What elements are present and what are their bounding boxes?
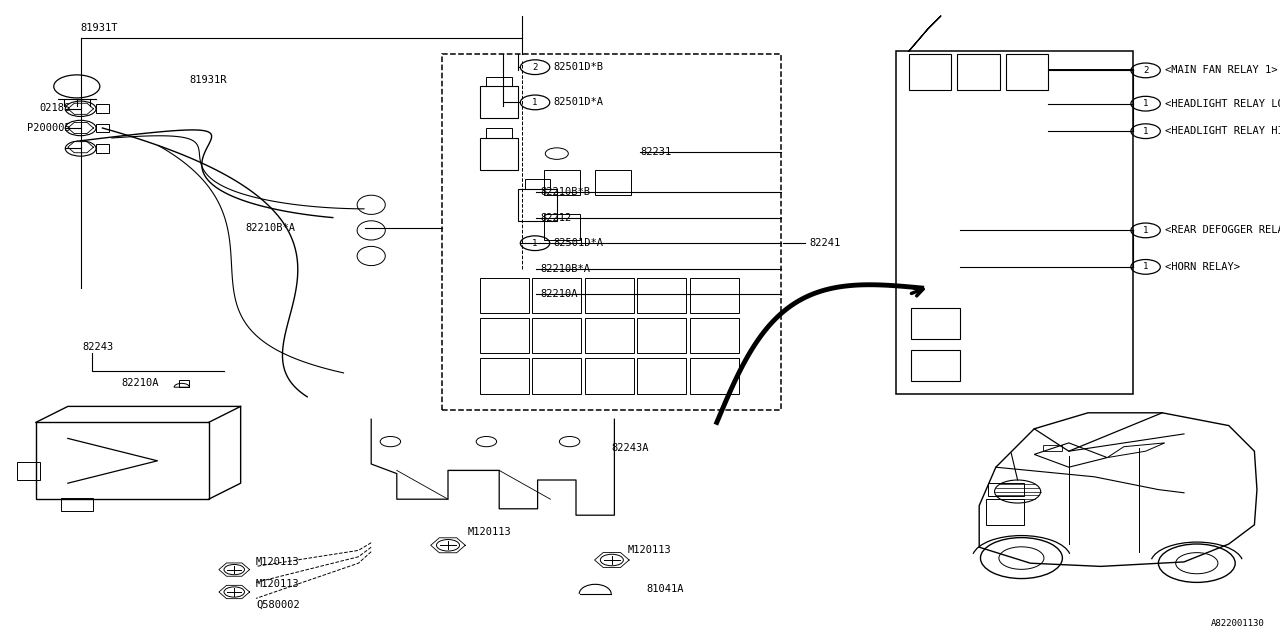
Bar: [909, 54, 951, 90]
Bar: [585, 278, 634, 313]
Text: 1: 1: [1143, 127, 1148, 136]
Text: 81931R: 81931R: [189, 75, 227, 85]
Text: P200005: P200005: [27, 123, 70, 133]
Bar: [896, 51, 1133, 394]
Text: Q580002: Q580002: [256, 600, 300, 610]
Bar: [637, 318, 686, 353]
Text: <HEADLIGHT RELAY LO>: <HEADLIGHT RELAY LO>: [1165, 99, 1280, 109]
Bar: [585, 318, 634, 353]
Bar: [690, 358, 739, 394]
Text: <MAIN FAN RELAY 1>: <MAIN FAN RELAY 1>: [1165, 65, 1277, 76]
Bar: [1006, 54, 1048, 90]
Bar: [595, 170, 631, 195]
Bar: [585, 358, 634, 394]
Text: 1: 1: [532, 239, 538, 248]
Bar: [911, 308, 960, 339]
Text: 82210A: 82210A: [122, 378, 159, 388]
Text: 82212: 82212: [540, 212, 571, 223]
Bar: [480, 318, 529, 353]
Bar: [1043, 445, 1062, 451]
Bar: [61, 498, 93, 511]
Bar: [96, 104, 109, 113]
Text: M120113: M120113: [627, 545, 671, 556]
Text: M120113: M120113: [256, 579, 300, 589]
Text: M120113: M120113: [467, 527, 511, 538]
Text: 0218S: 0218S: [40, 102, 70, 113]
Bar: [17, 462, 40, 480]
Bar: [637, 358, 686, 394]
Text: 81931T: 81931T: [81, 23, 118, 33]
Text: 2: 2: [532, 63, 538, 72]
Bar: [480, 138, 518, 170]
Bar: [911, 350, 960, 381]
Text: <HORN RELAY>: <HORN RELAY>: [1165, 262, 1240, 272]
Bar: [532, 278, 581, 313]
Bar: [544, 214, 580, 240]
Bar: [486, 128, 512, 138]
Text: <REAR DEFOGGER RELAY>: <REAR DEFOGGER RELAY>: [1165, 225, 1280, 236]
Text: <HEADLIGHT RELAY HI>: <HEADLIGHT RELAY HI>: [1165, 126, 1280, 136]
Text: 1: 1: [1143, 226, 1148, 235]
Bar: [480, 86, 518, 118]
Bar: [988, 483, 1024, 496]
Text: 82210B*A: 82210B*A: [246, 223, 296, 234]
Bar: [486, 77, 512, 86]
Text: 82501D*A: 82501D*A: [553, 97, 603, 108]
Bar: [36, 422, 209, 499]
Bar: [532, 318, 581, 353]
Text: 1: 1: [1143, 262, 1148, 271]
Bar: [690, 278, 739, 313]
Text: 82231: 82231: [640, 147, 671, 157]
Text: 82210B*A: 82210B*A: [540, 264, 590, 274]
Text: M120113: M120113: [256, 557, 300, 567]
Bar: [518, 189, 557, 221]
Text: 1: 1: [1143, 99, 1148, 108]
Bar: [690, 318, 739, 353]
Text: A822001130: A822001130: [1211, 620, 1265, 628]
Bar: [96, 144, 109, 153]
Text: 82243: 82243: [82, 342, 113, 352]
Bar: [480, 358, 529, 394]
Bar: [532, 358, 581, 394]
Text: 82210A: 82210A: [540, 289, 577, 300]
Text: 82501D*B: 82501D*B: [553, 62, 603, 72]
Bar: [986, 499, 1024, 525]
Bar: [442, 54, 781, 410]
Bar: [637, 278, 686, 313]
Text: 82501D*A: 82501D*A: [553, 238, 603, 248]
Bar: [957, 54, 1000, 90]
Text: 81041A: 81041A: [646, 584, 684, 594]
Bar: [96, 124, 109, 132]
Text: 82243A: 82243A: [612, 443, 649, 453]
Text: 1: 1: [532, 98, 538, 107]
Text: 82241: 82241: [809, 238, 840, 248]
Bar: [544, 170, 580, 195]
Bar: [525, 179, 550, 189]
Text: 2: 2: [1143, 66, 1148, 75]
Text: 82210B*B: 82210B*B: [540, 187, 590, 197]
Bar: [480, 278, 529, 313]
Bar: [179, 380, 189, 387]
